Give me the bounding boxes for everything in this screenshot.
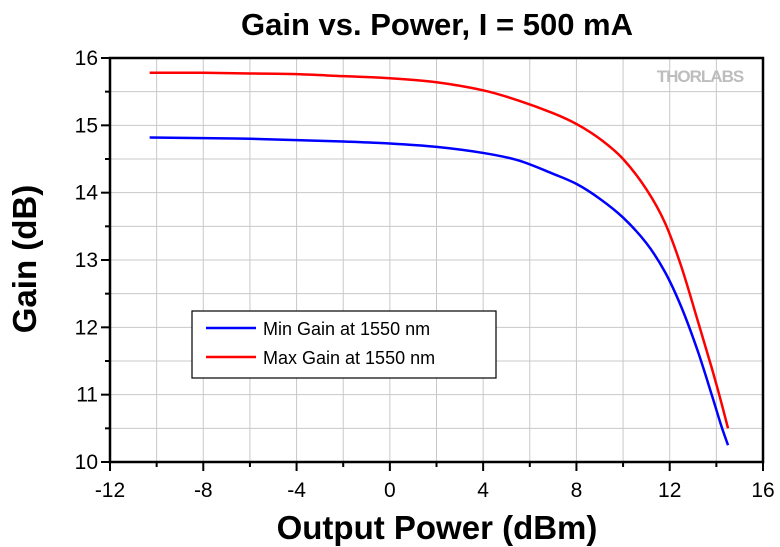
legend: Min Gain at 1550 nm Max Gain at 1550 nm (191, 310, 497, 379)
x-axis-title: Output Power (dBm) (277, 509, 598, 546)
y-tick-label: 11 (76, 384, 98, 407)
chart-title: Gain vs. Power, I = 500 mA (241, 7, 633, 42)
y-tick-label: 15 (75, 114, 98, 137)
y-axis-title: Gain (dB) (6, 185, 43, 333)
y-tick-label: 13 (75, 249, 98, 272)
axis-ticks (101, 57, 764, 471)
y-tick-label: 12 (75, 316, 98, 339)
y-tick-label: 14 (75, 182, 99, 205)
x-axis-tick-labels: -12 -8 -4 0 4 8 12 16 (95, 479, 775, 502)
series-layer (149, 71, 730, 446)
x-tick-label: 8 (571, 479, 583, 502)
x-tick-label: -12 (95, 479, 125, 502)
legend-label-max-gain: Max Gain at 1550 nm (263, 348, 435, 368)
y-tick-label: 10 (75, 451, 98, 474)
legend-box (191, 310, 497, 379)
y-axis-tick-labels: 10 11 12 13 14 15 16 (75, 47, 99, 474)
x-tick-label: 16 (751, 479, 774, 502)
x-tick-label: 0 (384, 479, 396, 502)
series-line-max-gain (149, 71, 730, 429)
x-tick-label: 12 (658, 479, 681, 502)
x-tick-label: -8 (194, 479, 213, 502)
grid-lines (110, 58, 763, 462)
thorlabs-watermark: THORLABS (657, 67, 744, 86)
y-tick-label: 16 (75, 47, 98, 70)
x-tick-label: 4 (477, 479, 489, 502)
series-line-min-gain (149, 136, 730, 446)
x-tick-label: -4 (287, 479, 306, 502)
legend-label-min-gain: Min Gain at 1550 nm (263, 319, 430, 339)
